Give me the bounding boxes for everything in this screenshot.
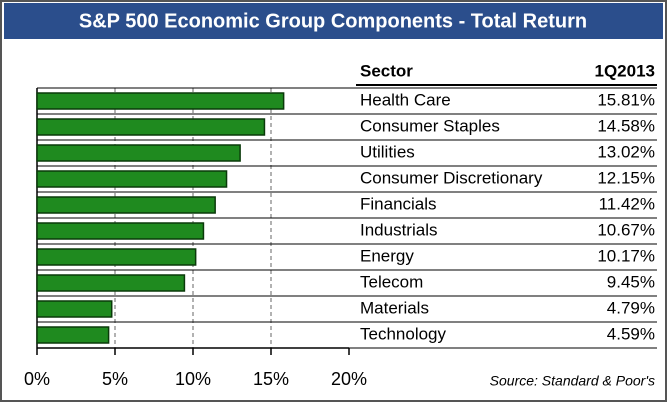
value-label: 4.79%	[607, 298, 655, 317]
value-label: 4.59%	[607, 324, 655, 343]
bar	[36, 300, 113, 318]
bar	[36, 326, 110, 344]
category-label: Technology	[360, 324, 447, 343]
bar	[36, 170, 228, 188]
value-label: 13.02%	[597, 142, 655, 161]
column-header: Sector	[360, 61, 413, 80]
bar	[36, 248, 197, 266]
category-label: Financials	[360, 194, 437, 213]
bar	[36, 118, 266, 136]
value-label: 10.67%	[597, 220, 655, 239]
bar	[36, 144, 241, 162]
value-label: 11.42%	[599, 194, 655, 213]
category-label: Industrials	[360, 220, 437, 239]
category-label: Telecom	[360, 272, 423, 291]
x-tick-label: 15%	[253, 369, 289, 389]
bar	[36, 274, 186, 292]
x-tick-label: 10%	[175, 369, 211, 389]
category-label: Consumer Discretionary	[360, 168, 543, 187]
category-label: Materials	[360, 298, 429, 317]
category-label: Consumer Staples	[360, 116, 500, 135]
value-label: 14.58%	[597, 116, 655, 135]
bar	[36, 196, 216, 214]
value-label: 15.81%	[597, 90, 655, 109]
x-tick-label: 5%	[102, 369, 128, 389]
title-bar	[4, 3, 663, 39]
x-tick-label: 0%	[24, 369, 50, 389]
chart-title: S&P 500 Economic Group Components - Tota…	[79, 10, 587, 32]
category-label: Energy	[360, 246, 414, 265]
bar	[36, 92, 285, 110]
value-label: 9.45%	[607, 272, 655, 291]
bar	[36, 222, 205, 240]
x-tick-label: 20%	[331, 369, 367, 389]
value-label: 10.17%	[597, 246, 655, 265]
source: Source: Standard & Poor's	[490, 373, 655, 389]
column-header: 1Q2013	[595, 61, 656, 80]
category-label: Utilities	[360, 142, 415, 161]
value-label: 12.15%	[597, 168, 655, 187]
category-label: Health Care	[360, 90, 451, 109]
